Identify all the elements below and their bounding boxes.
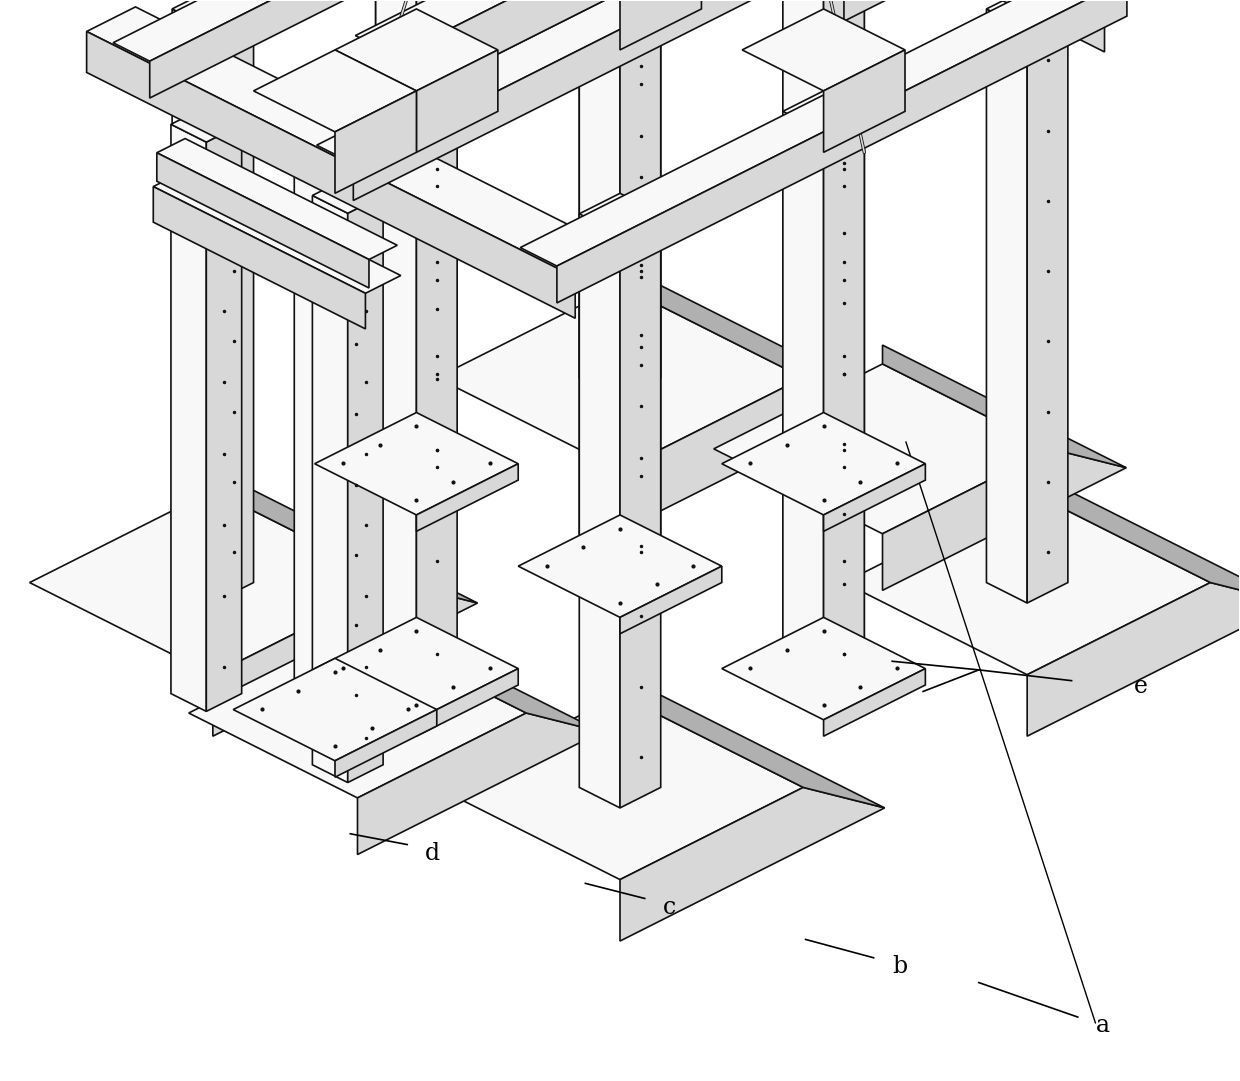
Polygon shape bbox=[188, 628, 526, 798]
Polygon shape bbox=[87, 6, 624, 278]
Polygon shape bbox=[620, 675, 884, 808]
Polygon shape bbox=[347, 196, 383, 783]
Polygon shape bbox=[987, 0, 1068, 29]
Text: d: d bbox=[424, 842, 440, 865]
Polygon shape bbox=[557, 0, 1127, 303]
Polygon shape bbox=[294, 132, 376, 173]
Polygon shape bbox=[335, 9, 497, 91]
Text: b: b bbox=[893, 955, 908, 978]
Polygon shape bbox=[823, 668, 925, 736]
Polygon shape bbox=[883, 449, 1126, 590]
Polygon shape bbox=[782, 0, 823, 706]
Polygon shape bbox=[417, 0, 458, 501]
Polygon shape bbox=[294, 152, 335, 747]
Polygon shape bbox=[376, 0, 417, 706]
Polygon shape bbox=[356, 0, 884, 56]
Polygon shape bbox=[616, 0, 1105, 52]
Polygon shape bbox=[154, 169, 401, 293]
Polygon shape bbox=[315, 617, 518, 720]
Polygon shape bbox=[353, 0, 924, 200]
Polygon shape bbox=[616, 0, 1153, 11]
Polygon shape bbox=[743, 9, 905, 91]
Polygon shape bbox=[335, 709, 436, 777]
Polygon shape bbox=[417, 464, 518, 532]
Polygon shape bbox=[620, 377, 884, 532]
Polygon shape bbox=[436, 695, 804, 880]
Polygon shape bbox=[376, 0, 417, 501]
Polygon shape bbox=[150, 0, 719, 98]
Polygon shape bbox=[782, 91, 864, 132]
Polygon shape bbox=[316, 0, 924, 163]
Polygon shape bbox=[722, 413, 925, 515]
Polygon shape bbox=[206, 124, 242, 711]
Polygon shape bbox=[620, 0, 661, 398]
Polygon shape bbox=[171, 124, 206, 711]
Polygon shape bbox=[417, 0, 458, 501]
Polygon shape bbox=[823, 0, 864, 501]
Text: c: c bbox=[663, 895, 677, 919]
Polygon shape bbox=[312, 196, 347, 783]
Polygon shape bbox=[312, 177, 383, 213]
Polygon shape bbox=[1027, 583, 1240, 736]
Polygon shape bbox=[335, 91, 417, 193]
Polygon shape bbox=[518, 515, 722, 617]
Polygon shape bbox=[620, 787, 884, 942]
Polygon shape bbox=[521, 0, 1127, 266]
Polygon shape bbox=[620, 0, 702, 50]
Polygon shape bbox=[782, 111, 823, 706]
Polygon shape bbox=[233, 658, 436, 761]
Polygon shape bbox=[579, 0, 620, 603]
Polygon shape bbox=[417, 668, 518, 736]
Polygon shape bbox=[436, 285, 804, 470]
Polygon shape bbox=[844, 0, 1128, 22]
Polygon shape bbox=[823, 0, 864, 706]
Polygon shape bbox=[30, 491, 396, 675]
Polygon shape bbox=[883, 345, 1126, 468]
Polygon shape bbox=[213, 470, 477, 603]
Polygon shape bbox=[579, 193, 661, 235]
Polygon shape bbox=[376, 0, 417, 501]
Polygon shape bbox=[154, 187, 366, 329]
Polygon shape bbox=[156, 138, 397, 259]
Polygon shape bbox=[579, 0, 620, 398]
Polygon shape bbox=[1027, 470, 1240, 603]
Text: e: e bbox=[1133, 675, 1147, 697]
Polygon shape bbox=[357, 610, 601, 732]
Polygon shape bbox=[722, 617, 925, 720]
Polygon shape bbox=[417, 50, 497, 152]
Polygon shape bbox=[823, 50, 905, 152]
Polygon shape bbox=[113, 0, 719, 62]
Polygon shape bbox=[156, 152, 370, 288]
Polygon shape bbox=[823, 111, 864, 706]
Polygon shape bbox=[579, 214, 620, 808]
Polygon shape bbox=[172, 0, 253, 29]
Polygon shape bbox=[844, 491, 1210, 675]
Polygon shape bbox=[714, 364, 1052, 534]
Polygon shape bbox=[335, 152, 376, 747]
Polygon shape bbox=[987, 9, 1027, 603]
Polygon shape bbox=[396, 0, 884, 105]
Polygon shape bbox=[782, 0, 823, 501]
Polygon shape bbox=[620, 265, 884, 398]
Polygon shape bbox=[417, 0, 458, 706]
Polygon shape bbox=[171, 107, 242, 142]
Polygon shape bbox=[253, 50, 417, 132]
Polygon shape bbox=[620, 0, 661, 603]
Polygon shape bbox=[87, 31, 575, 318]
Polygon shape bbox=[315, 413, 518, 515]
Polygon shape bbox=[620, 566, 722, 633]
Polygon shape bbox=[357, 713, 601, 855]
Polygon shape bbox=[172, 9, 213, 603]
Polygon shape bbox=[213, 583, 477, 736]
Text: a: a bbox=[1096, 1014, 1110, 1037]
Polygon shape bbox=[823, 464, 925, 532]
Polygon shape bbox=[213, 9, 253, 603]
Polygon shape bbox=[1027, 9, 1068, 603]
Polygon shape bbox=[620, 214, 661, 808]
